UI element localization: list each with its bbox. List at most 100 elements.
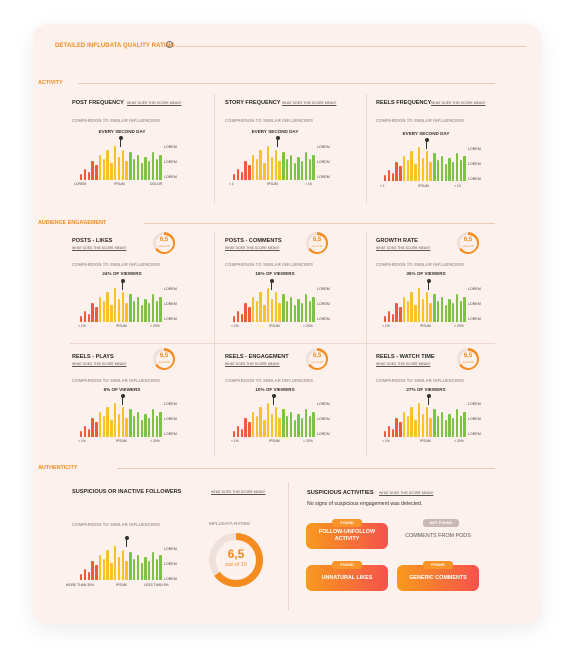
x-axis-label: > 20%: [303, 324, 313, 328]
distribution-bar: [106, 292, 109, 322]
score-info-link[interactable]: WHAT DOES THIS SCORE MEAN?: [379, 491, 434, 495]
x-axis-label: IPSUM: [269, 324, 280, 328]
distribution-bar: [132, 415, 136, 437]
distribution-bar: [233, 173, 236, 180]
x-axis-label: IPSUM: [116, 439, 127, 443]
x-axis-label: IPSUM: [420, 439, 431, 443]
legend-label: LOREM: [164, 145, 177, 149]
legend-label: LOREM: [468, 177, 481, 181]
distribution-bar: [418, 403, 421, 437]
distribution-bar: [251, 296, 255, 322]
x-axis-label: < 1%: [231, 324, 239, 328]
distribution-bar: [304, 294, 308, 322]
distribution-bar: [399, 422, 402, 437]
distribution-bar: [384, 174, 387, 181]
distribution-bar: [240, 313, 243, 322]
section-divider: [144, 223, 495, 224]
score-info-link[interactable]: WHAT DOES THIS SCORE MEAN?: [72, 246, 127, 250]
panel-posts-likes: POSTS - LIKES WHAT DOES THIS SCORE MEAN?…: [72, 232, 222, 348]
distribution-bar: [263, 163, 266, 180]
distribution-chart: [384, 286, 469, 322]
distribution-bar: [452, 302, 455, 322]
score-info-link[interactable]: WHAT DOES THIS SCORE MEAN?: [431, 101, 486, 105]
stat-value: 27% OF VIEWERS: [406, 387, 446, 392]
distribution-chart: [233, 144, 318, 180]
distribution-bar: [455, 153, 459, 181]
distribution-bar: [293, 420, 296, 437]
suspicious-activities-title: SUSPICIOUS ACTIVITIES: [307, 490, 374, 496]
stat-value: EVERY SECOND DAY: [98, 129, 146, 134]
distribution-chart: [80, 401, 165, 437]
distribution-bar: [91, 302, 94, 322]
distribution-bar: [95, 565, 98, 580]
x-axis-label: > 20%: [150, 439, 160, 443]
distribution-bar: [267, 288, 270, 322]
distribution-bar: [312, 411, 315, 437]
stat-value: 6% OF VIEWERS: [103, 387, 141, 392]
position-marker: [424, 138, 429, 149]
score-info-link[interactable]: WHAT DOES THIS SCORE MEAN?: [376, 246, 431, 250]
distribution-bar: [136, 154, 140, 180]
distribution-bar: [395, 161, 398, 181]
distribution-bar: [301, 302, 304, 322]
panel-title: POSTS - COMMENTS: [225, 238, 282, 244]
distribution-bar: [402, 411, 406, 437]
distribution-bar: [80, 315, 83, 322]
distribution-chart: [384, 145, 469, 181]
distribution-bar: [240, 428, 243, 437]
comparison-label: COMPARISON TO SIMILAR INFLUENCERS: [225, 118, 314, 123]
distribution-bar: [455, 409, 459, 437]
legend-label: LOREM: [317, 160, 330, 164]
legend-label: LOREM: [164, 287, 177, 291]
distribution-bar: [440, 155, 444, 181]
distribution-bar: [278, 417, 281, 437]
distribution-bar: [155, 415, 159, 437]
section-authenticity: AUTHENTICITY: [38, 465, 78, 471]
score-ring: 6,5 out of 10: [306, 232, 328, 254]
distribution-bar: [144, 556, 147, 580]
legend-label: LOREM: [164, 562, 177, 566]
legend-label: LOREM: [317, 432, 330, 436]
column-separator: [214, 94, 215, 204]
distribution-chart: [80, 544, 165, 580]
score-info-link[interactable]: WHAT DOES THIS SCORE MEAN?: [376, 362, 431, 366]
distribution-bar: [433, 153, 436, 181]
distribution-bar: [270, 156, 274, 180]
legend-label: LOREM: [164, 317, 177, 321]
score-info-link[interactable]: WHAT DOES THIS SCORE MEAN?: [72, 362, 127, 366]
section-activity: ACTIVITY: [38, 80, 63, 86]
distribution-bar: [297, 413, 300, 437]
score-info-link[interactable]: WHAT DOES THIS SCORE MEAN?: [127, 101, 182, 105]
section-divider: [78, 83, 495, 84]
distribution-bar: [159, 154, 162, 180]
distribution-bar: [83, 311, 87, 322]
distribution-bar: [289, 411, 293, 437]
distribution-bar: [151, 552, 155, 580]
position-marker: [269, 279, 274, 290]
stat-value: EVERY SECOND DAY: [251, 129, 299, 134]
x-axis-label: > 20%: [454, 324, 464, 328]
panel-title: REELS - WATCH TIME: [376, 354, 435, 360]
score-info-link[interactable]: WHAT DOES THIS SCORE MEAN?: [225, 246, 280, 250]
score-info-link[interactable]: WHAT DOES THIS SCORE MEAN?: [225, 362, 280, 366]
score-info-link[interactable]: WHAT DOES THIS SCORE MEAN?: [211, 490, 266, 494]
distribution-bar: [440, 411, 444, 437]
distribution-bar: [267, 403, 270, 437]
comparison-label: COMPARISON TO SIMILAR INFLUENCERS: [376, 262, 465, 267]
distribution-bar: [80, 173, 83, 180]
distribution-bar: [102, 300, 106, 322]
distribution-bar: [91, 417, 94, 437]
legend-label: LOREM: [468, 432, 481, 436]
distribution-bar: [255, 300, 259, 322]
distribution-bar: [236, 426, 240, 437]
legend-label: LOREM: [468, 302, 481, 306]
distribution-bar: [236, 169, 240, 180]
position-marker: [426, 279, 431, 290]
distribution-bar: [387, 170, 391, 181]
score-info-link[interactable]: WHAT DOES THIS SCORE MEAN?: [282, 101, 337, 105]
x-axis-label: > 20%: [150, 324, 160, 328]
distribution-bar: [418, 288, 421, 322]
distribution-bar: [406, 300, 410, 322]
distribution-bar: [448, 413, 451, 437]
info-icon[interactable]: i: [166, 41, 173, 48]
